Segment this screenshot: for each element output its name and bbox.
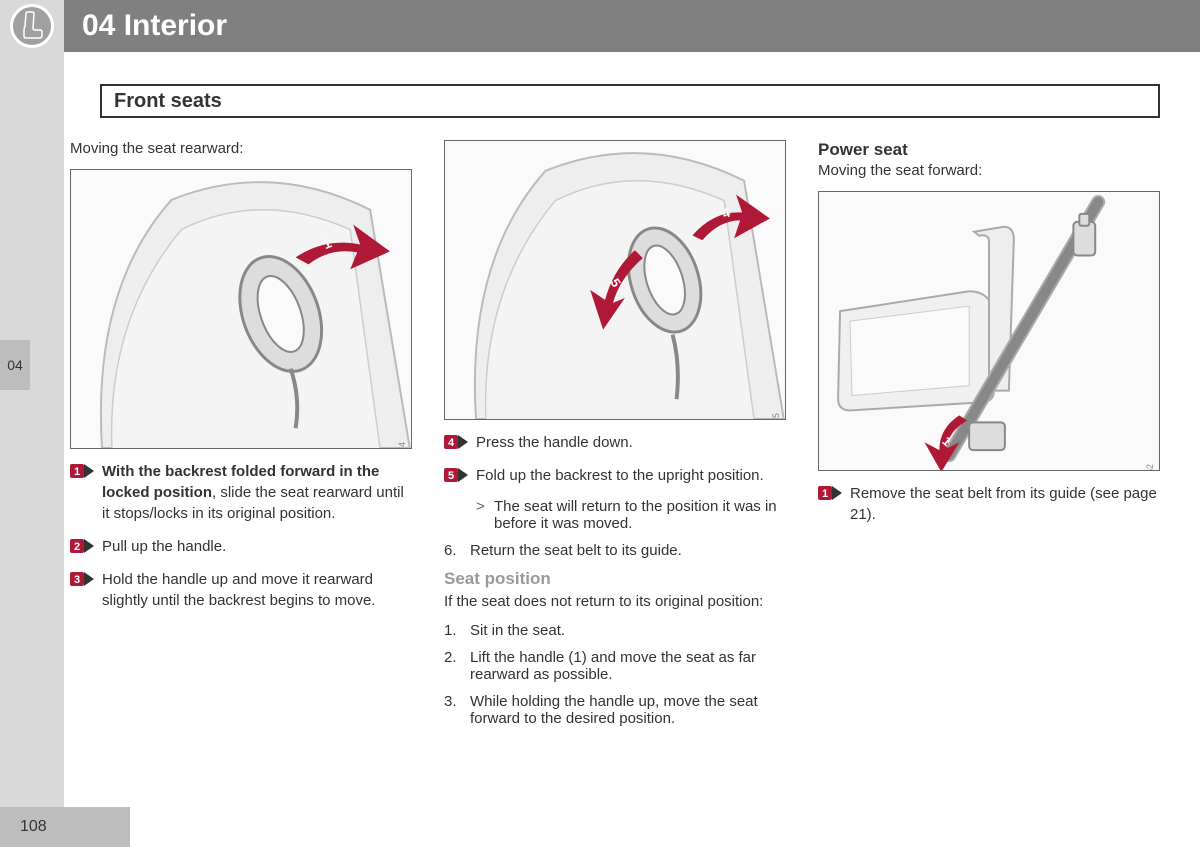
ol-num: 2. [444,649,470,683]
ol-3: 3. While holding the handle up, move the… [444,693,786,727]
col3-step-1: 1 Remove the seat belt from its guide (s… [818,483,1160,525]
step-text: Pull up the handle. [102,536,412,557]
step-text: Press the handle down. [476,432,786,453]
step-4: 4 Press the handle down. [444,432,786,453]
seat-position-heading: Seat position [444,569,786,589]
figure-id: G034874 [397,442,407,449]
step-text: Return the seat belt to its guide. [470,542,682,559]
bullet-icon: 3 [70,569,94,611]
left-margin [0,0,64,847]
ol-text: Sit in the seat. [470,622,565,639]
result-caret-icon: > [476,498,494,532]
result-text: The seat will return to the position it … [494,498,786,532]
step-5: 5 Fold up the backrest to the upright po… [444,465,786,486]
power-seat-heading: Power seat [818,140,1160,160]
ol-num: 1. [444,622,470,639]
ol-2: 2. Lift the handle (1) and move the seat… [444,649,786,683]
section-title: Front seats [114,90,222,113]
step-text: Fold up the backrest to the upright posi… [476,465,786,486]
column-1: Moving the seat rearward: 1 G034874 1 Wi… [70,140,412,787]
figure-seat-rearward: 1 G034874 [70,169,412,449]
step-2: 2 Pull up the handle. [70,536,412,557]
svg-text:4: 4 [448,437,455,449]
col3-intro: Moving the seat forward: [818,162,1160,179]
svg-text:1: 1 [822,488,828,500]
figure-id: G034862 [1145,464,1155,471]
figure-id: G034875 [771,413,781,420]
section-title-box: Front seats [100,84,1160,118]
bullet-icon: 1 [70,461,94,524]
content-columns: Moving the seat rearward: 1 G034874 1 Wi… [70,140,1160,787]
bullet-icon: 5 [444,465,468,486]
chapter-tab: 04 [0,340,30,390]
ol-1: 1. Sit in the seat. [444,622,786,639]
ol-text: While holding the handle up, move the se… [470,693,786,727]
col1-intro: Moving the seat rearward: [70,140,412,157]
chapter-title: 04 Interior [82,9,227,43]
step-text: With the backrest folded forward in the … [102,461,412,524]
page-number: 108 [0,807,130,847]
bullet-icon: 4 [444,432,468,453]
ol-num: 3. [444,693,470,727]
figure-handle-down: 4 5 G034875 [444,140,786,420]
step-1: 1 With the backrest folded forward in th… [70,461,412,524]
svg-text:3: 3 [74,574,80,586]
seat-position-intro: If the seat does not return to its origi… [444,593,786,610]
step-num: 6. [444,542,470,559]
step-5-result: > The seat will return to the position i… [476,498,786,532]
seat-icon [10,4,54,48]
svg-text:5: 5 [448,470,454,482]
bullet-icon: 1 [818,483,842,525]
step-3: 3 Hold the handle up and move it rearwar… [70,569,412,611]
column-3: Power seat Moving the seat forward: 1 [818,140,1160,787]
step-text: Remove the seat belt from its guide (see… [850,483,1160,525]
column-2: 4 5 G034875 4 Press the handle down. 5 F… [444,140,786,787]
svg-text:1: 1 [74,466,80,478]
svg-text:2: 2 [74,541,80,553]
chapter-header: 04 Interior [64,0,1200,52]
step-text: Hold the handle up and move it rearward … [102,569,412,611]
ol-text: Lift the handle (1) and move the seat as… [470,649,786,683]
bullet-icon: 2 [70,536,94,557]
step-6: 6. Return the seat belt to its guide. [444,542,786,559]
figure-seatbelt-guide: 1 G034862 [818,191,1160,471]
